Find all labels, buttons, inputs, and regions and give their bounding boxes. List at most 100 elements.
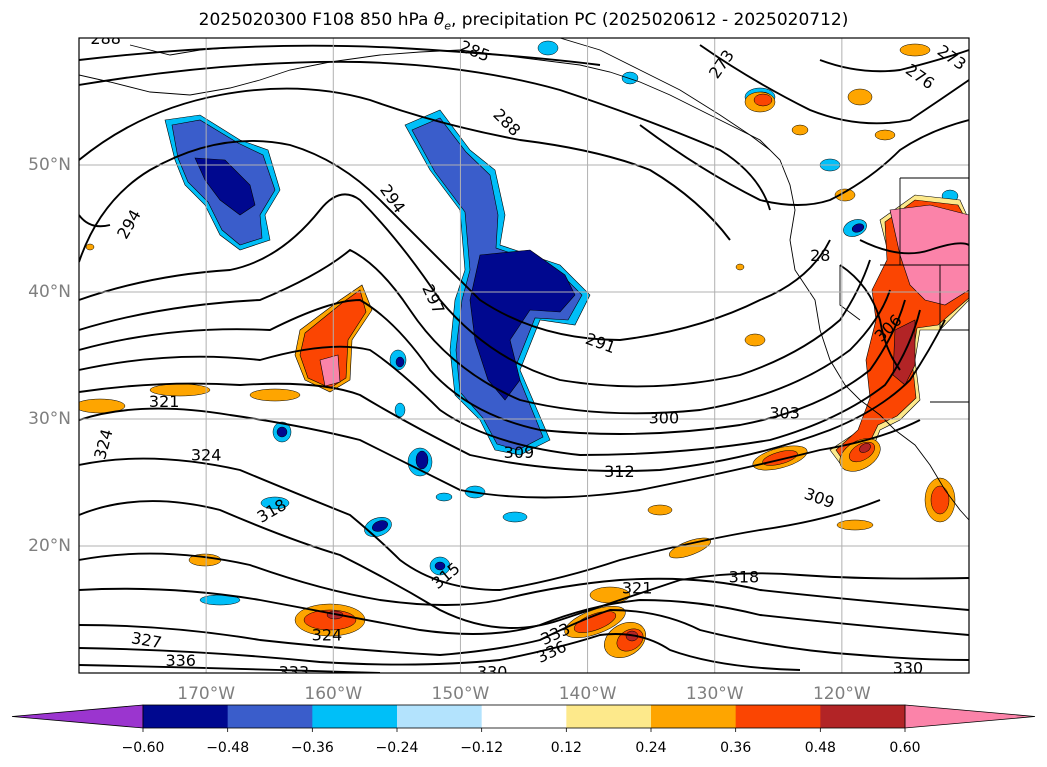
negative-precip-region bbox=[469, 249, 576, 401]
coastline bbox=[839, 265, 861, 321]
theta-e-contour bbox=[639, 119, 969, 206]
contour-label: 321 bbox=[622, 579, 653, 598]
positive-precip-region bbox=[791, 124, 809, 136]
positive-precip-region bbox=[874, 129, 896, 141]
lon-tick-label: 170°W bbox=[177, 684, 235, 704]
positive-precip-region bbox=[735, 263, 745, 271]
contour-label: 309 bbox=[504, 443, 535, 462]
negative-precip-region bbox=[194, 157, 256, 216]
negative-precip-region bbox=[621, 71, 639, 85]
positive-precip-region bbox=[249, 388, 301, 402]
negative-precip-region bbox=[435, 492, 453, 502]
negative-precip-region bbox=[851, 223, 865, 233]
negative-precip-region bbox=[276, 426, 288, 438]
negative-precip-region bbox=[372, 520, 388, 532]
colorbar-segment bbox=[651, 705, 737, 728]
positive-precip-region bbox=[744, 333, 766, 347]
colorbar-segment bbox=[820, 705, 906, 728]
contour-label: 28 bbox=[810, 246, 830, 265]
contour-label: 333 bbox=[279, 663, 310, 682]
theta-e-contour bbox=[79, 633, 801, 671]
positive-precip-region bbox=[836, 519, 874, 531]
colorbar-segment bbox=[481, 705, 567, 728]
positive-precip-region bbox=[85, 243, 95, 251]
contour-label: 330 bbox=[893, 659, 924, 678]
negative-precip-region bbox=[434, 561, 446, 571]
contour-label: 330 bbox=[477, 663, 508, 682]
theta-e-contour bbox=[79, 140, 831, 341]
colorbar-tick-label: −0.36 bbox=[291, 740, 334, 756]
positive-precip-region bbox=[834, 188, 856, 202]
colorbar-extend-high bbox=[904, 704, 1036, 729]
positive-precip-region bbox=[847, 88, 873, 106]
positive-precip-region bbox=[573, 611, 617, 633]
negative-precip-region bbox=[395, 356, 405, 368]
theta-e-contour bbox=[79, 60, 771, 211]
colorbar-tick-label: 0.60 bbox=[889, 740, 920, 756]
theta-e-contour bbox=[79, 587, 969, 636]
coastline bbox=[559, 38, 771, 151]
positive-precip-region bbox=[859, 443, 871, 453]
colorbar: −0.60 −0.48 −0.36 −0.24 −0.12 0.12 0.24 0.36 0.4… bbox=[11, 704, 1036, 756]
negative-precip-region bbox=[260, 496, 290, 510]
positive-precip-region bbox=[668, 537, 712, 559]
contour-label: 300 bbox=[649, 409, 680, 428]
theta-e-contour bbox=[79, 87, 731, 241]
lon-tick-label: 150°W bbox=[432, 684, 490, 704]
contour-label: 318 bbox=[729, 567, 760, 586]
theta-e-contour bbox=[79, 299, 906, 435]
colorbar-tick-label: 0.24 bbox=[635, 740, 666, 756]
contour-label: 321 bbox=[149, 392, 180, 411]
contour-label: 324 bbox=[312, 626, 343, 645]
colorbar-segment bbox=[566, 705, 652, 728]
theta-e-contour bbox=[699, 44, 969, 125]
theta-e-contour bbox=[79, 552, 969, 611]
negative-precip-region bbox=[537, 40, 559, 56]
theta-e-contour bbox=[79, 407, 921, 499]
lon-tick-label: 140°W bbox=[559, 684, 617, 704]
colorbar-tick-label: −0.60 bbox=[122, 740, 165, 756]
colorbar-segment bbox=[143, 705, 229, 728]
contour-label: 336 bbox=[165, 651, 196, 670]
theta-e-contour bbox=[79, 609, 969, 661]
negative-precip-region bbox=[394, 402, 406, 418]
map-frame bbox=[78, 37, 970, 674]
precipitation-fill-layer bbox=[79, 40, 969, 658]
theta-e-contour bbox=[79, 664, 381, 673]
colorbar-segment bbox=[735, 705, 821, 728]
theta-e-contour bbox=[839, 264, 901, 371]
lat-tick-label: 40°N bbox=[28, 282, 71, 302]
positive-precip-region bbox=[79, 398, 126, 414]
theta-e-contour bbox=[79, 457, 881, 591]
lat-tick-label: 30°N bbox=[28, 409, 71, 429]
positive-precip-region bbox=[319, 354, 341, 387]
gridlines bbox=[79, 38, 969, 673]
colorbar-tick-label: −0.24 bbox=[376, 740, 419, 756]
colorbar-tick-label: −0.12 bbox=[460, 740, 503, 756]
lon-tick-label: 120°W bbox=[813, 684, 871, 704]
axis-labels: 20°N 30°N 40°N 50°N 170°W 160°W 150°W 140°W 130°… bbox=[28, 155, 871, 704]
theta-e-contour bbox=[79, 193, 871, 388]
theta-e-contour bbox=[79, 319, 946, 472]
positive-precip-region bbox=[899, 43, 931, 57]
theta-e-contour bbox=[79, 248, 891, 415]
colorbar-tick-label: 0.36 bbox=[720, 740, 751, 756]
colorbar-extend-low bbox=[11, 704, 144, 729]
colorbar-segment bbox=[227, 705, 313, 728]
coastline-layer bbox=[79, 38, 969, 521]
lon-tick-label: 160°W bbox=[304, 684, 362, 704]
chart-title: 2025020300 F108 850 hPa θe, precipitatio… bbox=[198, 10, 849, 33]
theta-e-contour bbox=[79, 214, 111, 228]
theta-e-contour bbox=[79, 500, 969, 629]
theta-e-contour bbox=[79, 44, 601, 66]
theta-e-contour bbox=[79, 309, 921, 456]
theta-e-contour bbox=[819, 49, 969, 73]
lon-tick-label: 130°W bbox=[686, 684, 744, 704]
lat-tick-label: 50°N bbox=[28, 155, 71, 175]
contour-label: 324 bbox=[191, 445, 222, 464]
colorbar-segment bbox=[397, 705, 483, 728]
colorbar-tick-label: 0.48 bbox=[805, 740, 836, 756]
colorbar-tick-label: −0.48 bbox=[206, 740, 249, 756]
lat-tick-label: 20°N bbox=[28, 536, 71, 556]
theta-e-contour-layer bbox=[79, 44, 969, 673]
